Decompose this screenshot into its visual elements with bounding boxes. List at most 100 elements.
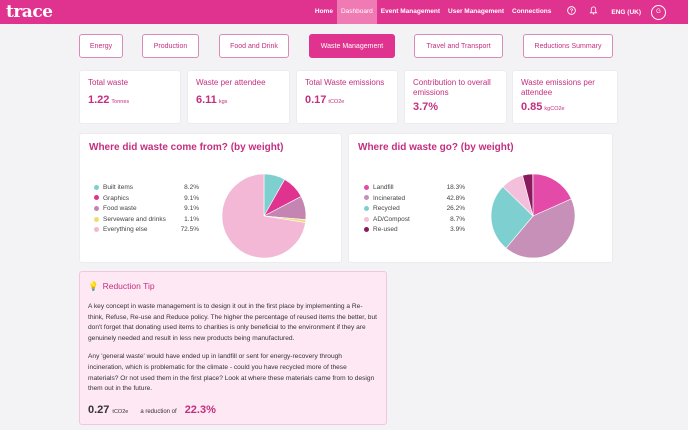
legend-value: 8.7% — [450, 215, 465, 223]
language-selector[interactable]: ENG (UK) — [611, 8, 641, 16]
waste-destination-values: 18.3% 42.8% 26.2% 8.7% 3.9% — [441, 183, 465, 236]
stat-label: Waste emissions per attendee — [521, 78, 595, 97]
waste-source-legend: Built items Graphics Food waste Serveware a… — [94, 183, 194, 236]
legend-label: Built items — [103, 184, 133, 191]
saving-value: 0.27 — [88, 404, 110, 416]
stat-label: Contribution to overall emissions — [413, 78, 491, 97]
main-nav: Home Dashboard Event Management User Man… — [311, 0, 666, 24]
legend-label: AD/Compost — [373, 215, 410, 223]
waste-source-values: 8.2% 9.1% 9.1% 1.1% 72.5% — [175, 183, 199, 236]
waste-source-pie-chart — [221, 173, 307, 259]
reduction-tip-title: 💡 Reduction Tip — [88, 281, 155, 291]
legend-item: Graphics — [94, 194, 194, 205]
tab-travel-and-transport[interactable]: Travel and Transport — [414, 34, 503, 58]
stat-label: Total Waste emissions — [305, 78, 385, 87]
lightbulb-icon: 💡 — [88, 281, 99, 291]
stat-card-contribution: Contribution to overall emissions 3.7% — [404, 70, 507, 124]
legend-dot — [364, 195, 369, 201]
stat-value: 0.17 tCO2e — [305, 94, 345, 106]
tab-energy[interactable]: Energy — [79, 34, 123, 58]
legend-value: 26.2% — [446, 205, 465, 213]
svg-text:?: ? — [570, 9, 574, 15]
category-tabs: Energy Production Food and Drink Waste M… — [0, 34, 688, 58]
legend-label: Everything else — [103, 226, 148, 234]
legend-item: AD/Compost — [364, 215, 444, 226]
reduction-percent: 22.3% — [184, 404, 216, 416]
legend-label: Serveware and drinks — [103, 215, 166, 223]
legend-dot — [364, 227, 369, 233]
stat-card-total-waste-emissions: Total Waste emissions 0.17 tCO2e — [296, 70, 398, 124]
legend-item: Food waste — [94, 204, 194, 215]
legend-value: 72.5% — [180, 226, 199, 234]
legend-label: Landfill — [373, 184, 394, 191]
reduction-tip-paragraph-1: A key concept in waste management is to … — [88, 303, 377, 342]
stat-card-waste-per-attendee: Waste per attendee 6.11 kgs — [187, 70, 290, 124]
legend-item: Serveware and drinks — [94, 215, 194, 226]
legend-value: 9.1% — [184, 194, 199, 202]
legend-value: 1.1% — [184, 215, 199, 223]
legend-item: Landfill — [364, 183, 444, 194]
legend-dot — [94, 216, 99, 222]
legend-value: 8.2% — [184, 184, 199, 191]
legend-label: Incinerated — [373, 194, 406, 202]
nav-home[interactable]: Home — [314, 8, 333, 15]
tab-food-and-drink[interactable]: Food and Drink — [219, 34, 289, 58]
pie-slice-landfill[interactable] — [532, 173, 572, 217]
stat-label: Total waste — [88, 78, 129, 87]
nav-dashboard[interactable]: Dashboard — [336, 0, 377, 24]
nav-user-management[interactable]: User Management — [448, 8, 505, 15]
legend-dot — [364, 184, 369, 190]
help-icon[interactable]: ? — [563, 0, 579, 24]
stat-card-emissions-per-attendee: Waste emissions per attendee 0.85 kgCO2e — [512, 70, 618, 124]
legend-label: Recycled — [373, 205, 400, 213]
stat-label: Waste per attendee — [196, 78, 266, 87]
legend-label: Re-used — [373, 226, 398, 234]
legend-dot — [94, 205, 99, 211]
tab-production[interactable]: Production — [142, 34, 199, 58]
nav-connections[interactable]: Connections — [512, 8, 552, 15]
legend-dot — [364, 216, 369, 222]
tab-reductions-summary[interactable]: Reductions Summary — [523, 34, 613, 58]
stat-value: 6.11 kgs — [196, 94, 228, 106]
legend-dot — [94, 195, 99, 201]
legend-label: Food waste — [103, 205, 137, 213]
pie-slice-everything-else[interactable] — [221, 173, 306, 259]
pie-slice-recycled[interactable] — [490, 186, 534, 249]
saving-unit: tCO2e — [112, 409, 129, 415]
bell-icon[interactable] — [585, 0, 601, 24]
trace-logo[interactable]: trace — [6, 2, 53, 22]
legend-dot — [94, 227, 99, 233]
stat-card-total-waste: Total waste 1.22 Tonnes — [79, 70, 181, 124]
reduction-summary: 0.27 tCO2e a reduction of 22.3% — [88, 404, 216, 416]
nav-event-management[interactable]: Event Management — [380, 8, 441, 15]
legend-label: Graphics — [103, 194, 130, 202]
waste-source-panel: Where did waste come from? (by weight) B… — [79, 133, 342, 263]
legend-value: 3.9% — [450, 226, 465, 234]
legend-dot — [94, 184, 99, 190]
pie-slice-incinerated[interactable] — [505, 198, 576, 259]
legend-item: Re-used — [364, 225, 444, 236]
legend-item: Incinerated — [364, 194, 444, 205]
waste-destination-pie-chart — [490, 173, 576, 259]
stat-value: 0.85 kgCO2e — [521, 101, 565, 113]
panel-title: Where did waste come from? (by weight) — [89, 142, 284, 153]
reduction-tip-card: 💡 Reduction Tip A key concept in waste ma… — [79, 271, 387, 425]
legend-item: Recycled — [364, 204, 444, 215]
reduction-text: a reduction of — [140, 409, 177, 415]
panel-title: Where did waste go? (by weight) — [358, 142, 514, 153]
reduction-tip-paragraph-2: Any 'general waste' would have ended up … — [88, 353, 375, 393]
legend-dot — [364, 205, 369, 211]
stat-value: 1.22 Tonnes — [88, 94, 130, 106]
pie-slice-re-used[interactable] — [522, 173, 534, 217]
waste-destination-panel: Where did waste go? (by weight) Landfill… — [348, 133, 613, 263]
legend-value: 42.8% — [446, 194, 465, 202]
tab-waste-management[interactable]: Waste Management — [309, 34, 395, 58]
legend-item: Built items — [94, 183, 194, 194]
stat-value: 3.7% — [413, 101, 439, 113]
legend-value: 18.3% — [446, 184, 465, 191]
top-navigation-bar: trace Home Dashboard Event Management Us… — [0, 0, 688, 24]
user-avatar[interactable]: G — [651, 4, 666, 20]
legend-item: Everything else — [94, 225, 194, 236]
legend-value: 9.1% — [184, 205, 199, 213]
waste-destination-legend: Landfill Incinerated Recycled AD/Compost Re-… — [364, 183, 444, 236]
